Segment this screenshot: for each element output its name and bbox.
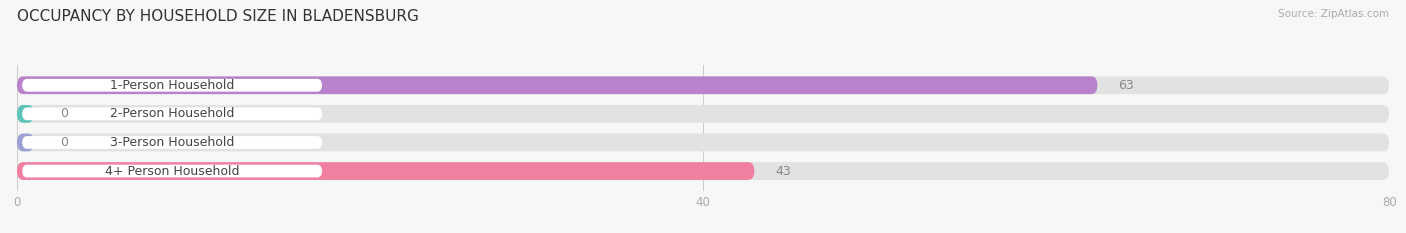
Text: 43: 43 [775, 164, 790, 178]
FancyBboxPatch shape [17, 162, 755, 180]
FancyBboxPatch shape [22, 165, 322, 177]
FancyBboxPatch shape [22, 79, 322, 92]
Text: Source: ZipAtlas.com: Source: ZipAtlas.com [1278, 9, 1389, 19]
FancyBboxPatch shape [22, 107, 322, 120]
Text: 2-Person Household: 2-Person Household [110, 107, 235, 120]
Text: 4+ Person Household: 4+ Person Household [105, 164, 239, 178]
FancyBboxPatch shape [17, 134, 1389, 151]
FancyBboxPatch shape [22, 136, 322, 149]
FancyBboxPatch shape [17, 134, 34, 151]
FancyBboxPatch shape [17, 162, 1389, 180]
Text: 1-Person Household: 1-Person Household [110, 79, 235, 92]
Text: 3-Person Household: 3-Person Household [110, 136, 235, 149]
Text: 0: 0 [59, 136, 67, 149]
Text: 63: 63 [1118, 79, 1133, 92]
Text: OCCUPANCY BY HOUSEHOLD SIZE IN BLADENSBURG: OCCUPANCY BY HOUSEHOLD SIZE IN BLADENSBU… [17, 9, 419, 24]
FancyBboxPatch shape [17, 105, 1389, 123]
Text: 0: 0 [59, 107, 67, 120]
FancyBboxPatch shape [17, 105, 34, 123]
FancyBboxPatch shape [17, 76, 1389, 94]
FancyBboxPatch shape [17, 76, 1098, 94]
